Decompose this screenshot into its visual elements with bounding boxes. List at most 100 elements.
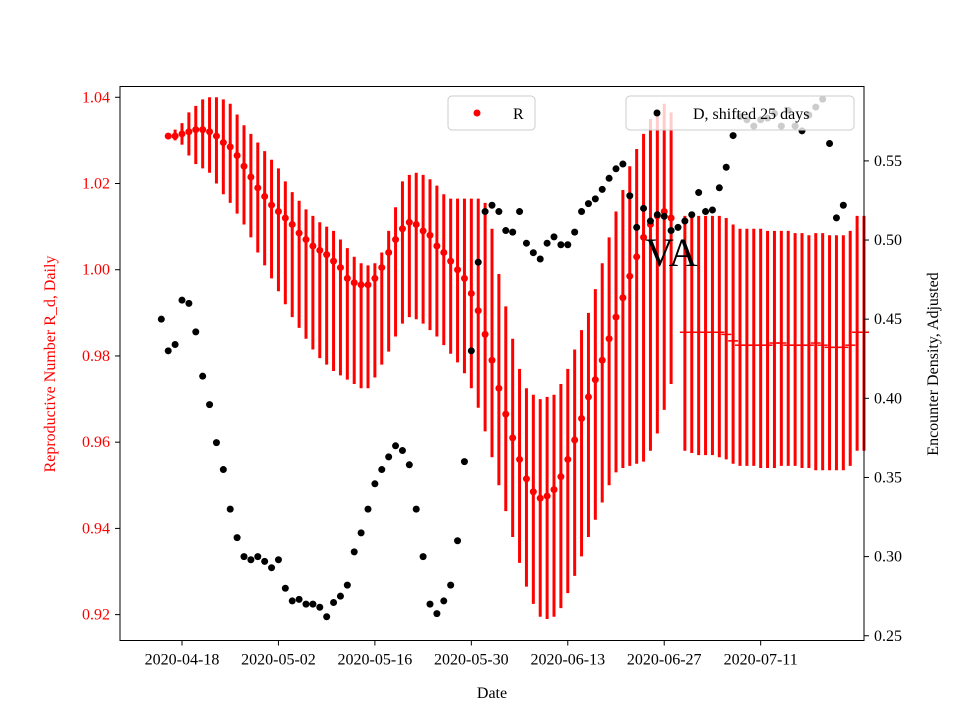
d-point [619, 160, 627, 168]
d-point [550, 233, 558, 241]
r-point [488, 356, 496, 364]
d-point [357, 529, 365, 537]
y-right-tick-label: 0.30 [874, 549, 902, 566]
d-point [536, 255, 544, 263]
x-axis: 2020-04-18 2020-05-02 2020-05-16 2020-05-30… [145, 640, 798, 669]
d-point [591, 195, 599, 203]
d-point [460, 458, 468, 466]
d-point [674, 223, 682, 231]
r-point [502, 410, 510, 418]
y-left-tick-label: 1.04 [82, 89, 110, 106]
d-point [695, 189, 703, 197]
r-point [516, 455, 524, 463]
r-point [206, 128, 214, 136]
d-point [164, 347, 172, 355]
d-point [206, 401, 214, 409]
r-point [336, 264, 344, 272]
y-right-tick-label: 0.50 [874, 232, 902, 249]
d-point [323, 613, 331, 621]
r-point [350, 279, 358, 287]
d-point [667, 227, 675, 235]
y-left-tick-label: 1.02 [82, 176, 110, 193]
legend-d: D, shifted 25 days [625, 95, 855, 131]
r-point [584, 393, 592, 401]
legend-r-marker [473, 109, 481, 117]
d-point [653, 211, 661, 219]
x-tick-label: 2020-05-30 [434, 652, 509, 669]
r-point [633, 253, 641, 261]
d-point [626, 192, 634, 200]
r-point [385, 248, 393, 256]
r-point [481, 330, 489, 338]
y-axis-right-title: Encounter Density, Adjusted [925, 272, 942, 455]
d-point [660, 212, 668, 220]
r-point [323, 251, 331, 259]
d-point [502, 227, 510, 235]
d-point [481, 208, 489, 216]
r-point [185, 128, 193, 136]
d-point [529, 249, 537, 257]
r-point [316, 246, 324, 254]
d-point [454, 537, 462, 545]
r-point [543, 492, 551, 500]
d-point [378, 466, 386, 474]
d-point [261, 557, 269, 565]
x-tick-label: 2020-06-13 [530, 652, 605, 669]
d-point [688, 211, 696, 219]
d-point [557, 241, 565, 249]
d-point [316, 603, 324, 611]
d-point [605, 174, 613, 182]
d-point [185, 299, 193, 307]
d-point [419, 553, 427, 561]
d-point [467, 347, 475, 355]
r-point [233, 151, 241, 159]
d-point [199, 372, 207, 380]
r-point [364, 281, 372, 289]
r-point [640, 233, 648, 241]
r-point [619, 294, 627, 302]
d-point [495, 208, 503, 216]
r-point [240, 162, 248, 170]
legend-r: R [447, 95, 536, 131]
d-point [571, 228, 579, 236]
d-point [302, 600, 310, 608]
d-point [564, 241, 572, 249]
y-right-tick-label: 0.40 [874, 390, 902, 407]
d-point [516, 208, 524, 216]
d-point [364, 505, 372, 513]
d-point [350, 548, 358, 556]
x-tick-label: 2020-07-11 [724, 652, 798, 669]
legend-d-label: D, shifted 25 days [693, 106, 809, 123]
d-point [598, 185, 606, 193]
r-point [495, 384, 503, 392]
d-point [330, 599, 338, 607]
r-point [192, 126, 200, 134]
r-point [426, 231, 434, 239]
d-point [336, 592, 344, 600]
y-axis-right: 0.25 0.30 0.35 0.40 0.45 0.50 0.55 [864, 153, 902, 645]
legend-r-label: R [513, 106, 524, 123]
d-point [433, 610, 441, 618]
d-point [247, 556, 255, 564]
d-point [474, 258, 482, 266]
r-point [598, 356, 606, 364]
r-point [550, 486, 558, 494]
d-point [254, 553, 262, 561]
d-point [295, 595, 303, 603]
r-point [392, 236, 400, 244]
y-right-tick-label: 0.55 [874, 153, 902, 170]
d-point [233, 534, 241, 542]
d-point [192, 328, 200, 336]
d-point [543, 239, 551, 247]
r-point [440, 248, 448, 256]
d-point [343, 581, 351, 589]
r-point [667, 214, 675, 222]
r-error-bars [166, 97, 866, 619]
x-axis-title: Date [477, 685, 507, 702]
r-point [302, 236, 310, 244]
r-point [226, 143, 234, 151]
r-point [398, 225, 406, 233]
d-point [488, 201, 496, 209]
r-point [171, 132, 179, 140]
